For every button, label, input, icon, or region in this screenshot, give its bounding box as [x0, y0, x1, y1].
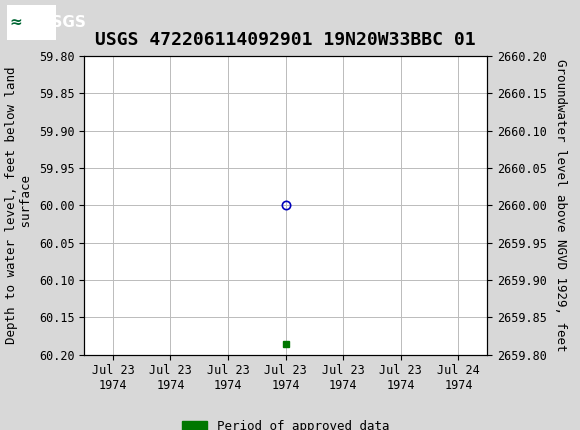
Title: USGS 472206114092901 19N20W33BBC 01: USGS 472206114092901 19N20W33BBC 01 [95, 31, 476, 49]
Y-axis label: Groundwater level above NGVD 1929, feet: Groundwater level above NGVD 1929, feet [554, 59, 567, 352]
Legend: Period of approved data: Period of approved data [177, 415, 394, 430]
Y-axis label: Depth to water level, feet below land
 surface: Depth to water level, feet below land su… [5, 67, 33, 344]
Text: ≈: ≈ [9, 15, 22, 30]
Text: USGS: USGS [39, 15, 86, 30]
FancyBboxPatch shape [7, 6, 56, 40]
